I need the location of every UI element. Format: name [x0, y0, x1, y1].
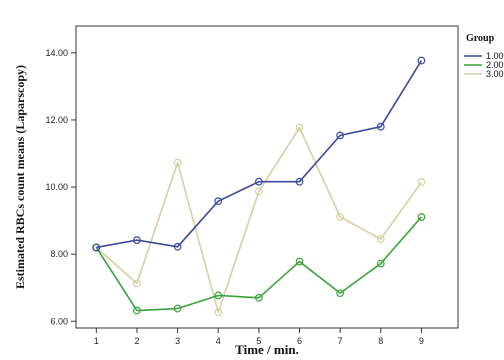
data-point — [214, 308, 223, 317]
y-tick-label: 10.00 — [45, 182, 68, 192]
data-point — [417, 178, 426, 186]
legend-title: Group — [466, 33, 495, 44]
legend-label-3: 3.00 — [486, 69, 504, 79]
series-layer — [92, 56, 426, 317]
data-point — [376, 122, 385, 131]
y-axis-title: Estimated RBCs count means (Laparscopy) — [13, 65, 27, 289]
plot-frame — [75, 25, 459, 329]
data-point — [254, 293, 263, 302]
y-axis: 6.00 8.00 10.00 12.00 14.00 — [45, 48, 76, 326]
y-tick-label: 8.00 — [50, 249, 68, 259]
x-tick-label: 2 — [134, 336, 139, 346]
y-tick-label: 12.00 — [45, 115, 68, 125]
data-point — [133, 279, 141, 288]
x-axis: 1 2 3 4 5 6 7 8 9 — [94, 328, 424, 346]
data-point — [92, 243, 101, 252]
data-point — [173, 242, 182, 251]
y-tick-label: 6.00 — [50, 316, 68, 326]
data-point — [173, 158, 182, 167]
data-point — [214, 197, 223, 206]
data-point — [133, 306, 141, 315]
x-tick-label: 1 — [94, 336, 99, 346]
data-point — [295, 123, 304, 132]
data-point — [214, 291, 223, 300]
data-point — [254, 187, 263, 196]
x-tick-label: 6 — [297, 336, 302, 346]
data-point — [376, 259, 385, 268]
x-tick-label: 8 — [378, 336, 383, 346]
x-tick-label: 4 — [216, 336, 221, 346]
data-point — [376, 235, 385, 243]
x-tick-label: 5 — [256, 336, 261, 346]
series-line-1 — [96, 60, 423, 249]
legend: Group 1.002.003.00 — [464, 33, 504, 79]
legend-label-1: 1.00 — [486, 51, 504, 61]
x-tick-label: 7 — [338, 336, 343, 346]
data-point — [336, 213, 345, 221]
data-point — [133, 236, 141, 244]
data-point — [254, 177, 263, 186]
data-point — [295, 257, 304, 266]
data-point — [295, 177, 304, 186]
x-tick-label: 9 — [419, 336, 424, 346]
y-tick-label: 14.00 — [45, 48, 68, 58]
data-point — [173, 304, 182, 313]
data-point — [417, 213, 426, 221]
x-tick-label: 3 — [175, 336, 180, 346]
x-axis-title: Time / min. — [235, 342, 299, 357]
series-line-2 — [95, 216, 423, 312]
data-point — [336, 289, 345, 298]
legend-label-2: 2.00 — [486, 60, 504, 70]
data-point — [336, 131, 345, 140]
data-point — [417, 56, 426, 65]
